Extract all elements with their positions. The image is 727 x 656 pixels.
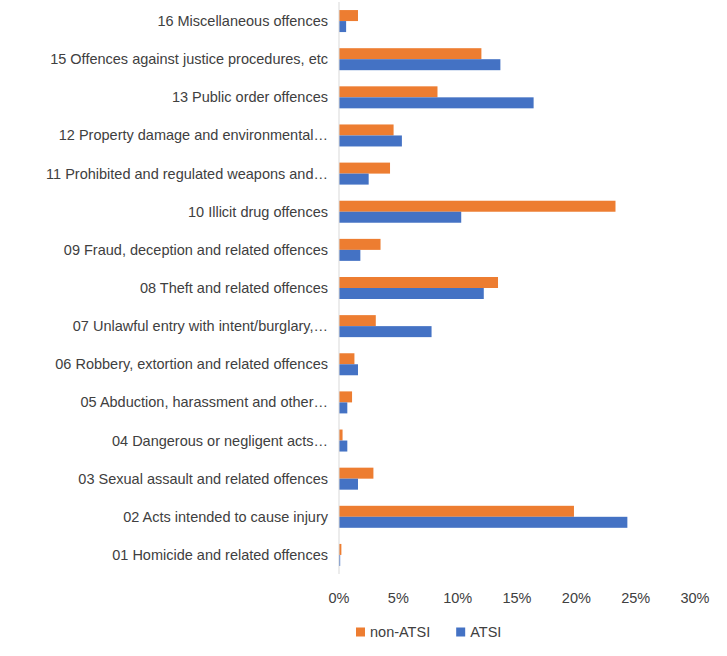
category-label: 05 Abduction, harassment and other… — [81, 394, 328, 410]
category-label: 02 Acts intended to cause injury — [123, 509, 328, 525]
tick-label: 10% — [443, 590, 472, 606]
bar — [339, 353, 354, 364]
bar — [339, 239, 381, 250]
bar — [339, 441, 347, 452]
bar — [339, 174, 369, 185]
legend-swatch — [456, 628, 465, 637]
bar — [339, 212, 461, 223]
bar — [339, 277, 498, 288]
bar — [339, 430, 343, 441]
bar — [339, 135, 402, 146]
bar — [339, 21, 346, 32]
category-label: 16 Miscellaneous offences — [157, 13, 328, 29]
bar — [339, 124, 394, 135]
category-label: 13 Public order offences — [172, 89, 328, 105]
tick-label: 5% — [388, 590, 409, 606]
bar — [339, 517, 627, 528]
category-label: 07 Unlawful entry with intent/burglary,… — [73, 318, 328, 334]
category-label: 11 Prohibited and regulated weapons and… — [46, 166, 328, 182]
bar — [339, 364, 358, 375]
category-label: 12 Property damage and environmental… — [59, 127, 328, 143]
legend-label: ATSI — [470, 624, 501, 640]
bar — [339, 288, 484, 299]
tick-label: 15% — [502, 590, 531, 606]
category-label: 09 Fraud, deception and related offences — [64, 242, 328, 258]
tick-label: 0% — [329, 590, 350, 606]
bar — [339, 97, 534, 108]
tick-label: 30% — [680, 590, 709, 606]
bar — [339, 479, 358, 490]
axis-line — [339, 2, 340, 574]
legend-swatch — [356, 628, 365, 637]
bar — [339, 326, 432, 337]
category-label: 10 Illicit drug offences — [188, 204, 328, 220]
category-label: 03 Sexual assault and related offences — [78, 471, 328, 487]
category-label: 08 Theft and related offences — [140, 280, 328, 296]
category-label: 04 Dangerous or negligent acts… — [112, 433, 328, 449]
bar — [339, 201, 615, 212]
bar — [339, 59, 500, 70]
bars — [339, 10, 627, 566]
category-label: 01 Homicide and related offences — [112, 547, 328, 563]
legend: non-ATSI ATSI — [356, 624, 501, 640]
tick-label: 25% — [621, 590, 650, 606]
bar — [339, 402, 347, 413]
bar — [339, 10, 358, 21]
category-label: 15 Offences against justice procedures, … — [50, 51, 328, 67]
bar — [339, 391, 352, 402]
bar — [339, 506, 574, 517]
bar — [339, 163, 390, 174]
bar — [339, 315, 376, 326]
legend-label: non-ATSI — [370, 624, 430, 640]
bar — [339, 48, 481, 59]
bar — [339, 468, 373, 479]
chart: 01 Homicide and related offences 02 Acts … — [0, 0, 727, 656]
bar — [339, 86, 437, 97]
tick-label: 20% — [562, 590, 591, 606]
category-label: 06 Robbery, extortion and related offenc… — [55, 356, 328, 372]
bar — [339, 250, 360, 261]
